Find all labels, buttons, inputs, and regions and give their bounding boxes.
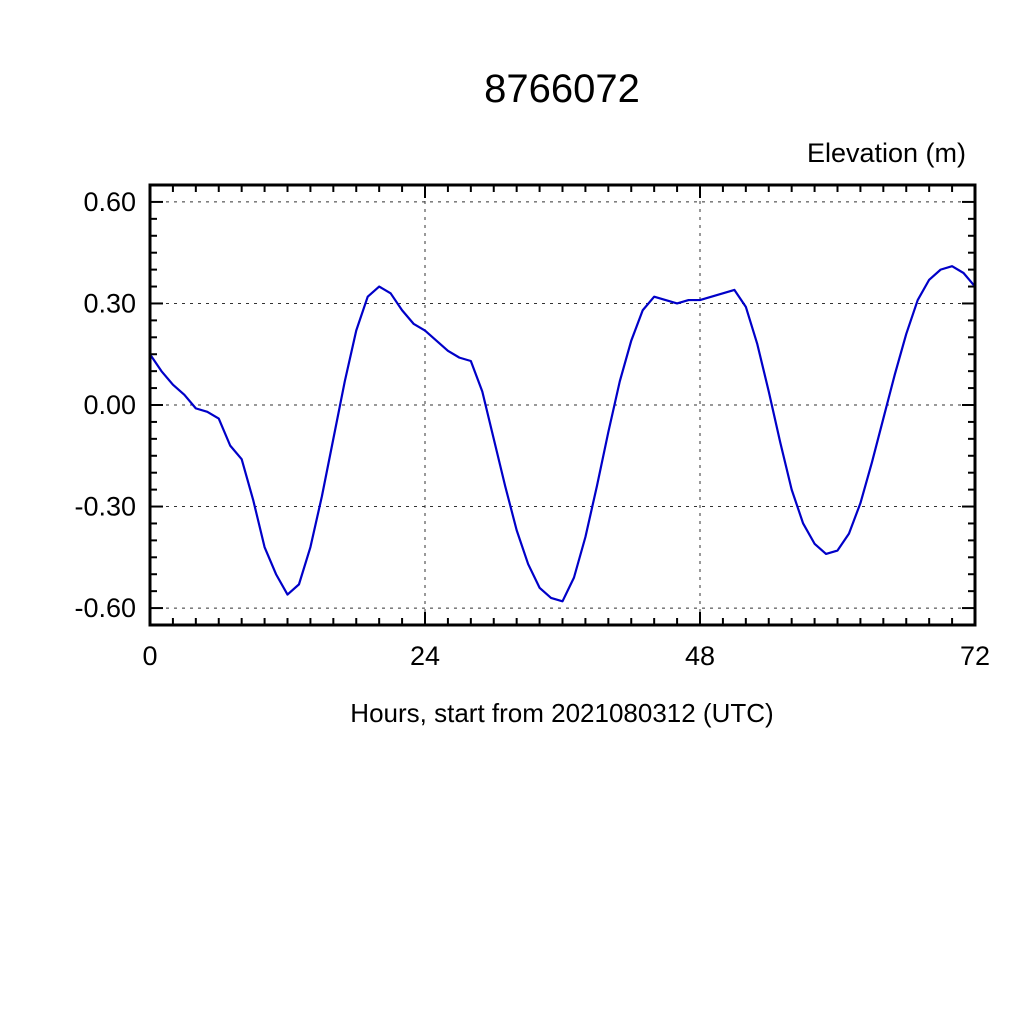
y-tick-labels: 0.60 0.30 0.00 -0.30 -0.60 [74,187,136,623]
chart-title: 8766072 [484,67,640,111]
svg-text:-0.60: -0.60 [74,593,136,623]
tide-curve [148,265,977,603]
x-tick-labels: 0 24 48 72 [142,641,990,671]
svg-text:48: 48 [685,641,715,671]
plot-frame [148,183,977,627]
svg-text:0: 0 [142,641,157,671]
svg-text:-0.30: -0.30 [74,492,136,522]
svg-text:0.00: 0.00 [83,390,136,420]
svg-text:72: 72 [960,641,990,671]
gridlines [150,185,975,625]
axis-ticks [149,185,976,626]
y-axis-label: Elevation (m) [807,138,966,168]
svg-text:24: 24 [410,641,440,671]
x-axis-label: Hours, start from 2021080312 (UTC) [350,698,773,728]
svg-text:0.60: 0.60 [83,187,136,217]
svg-text:0.30: 0.30 [83,288,136,318]
